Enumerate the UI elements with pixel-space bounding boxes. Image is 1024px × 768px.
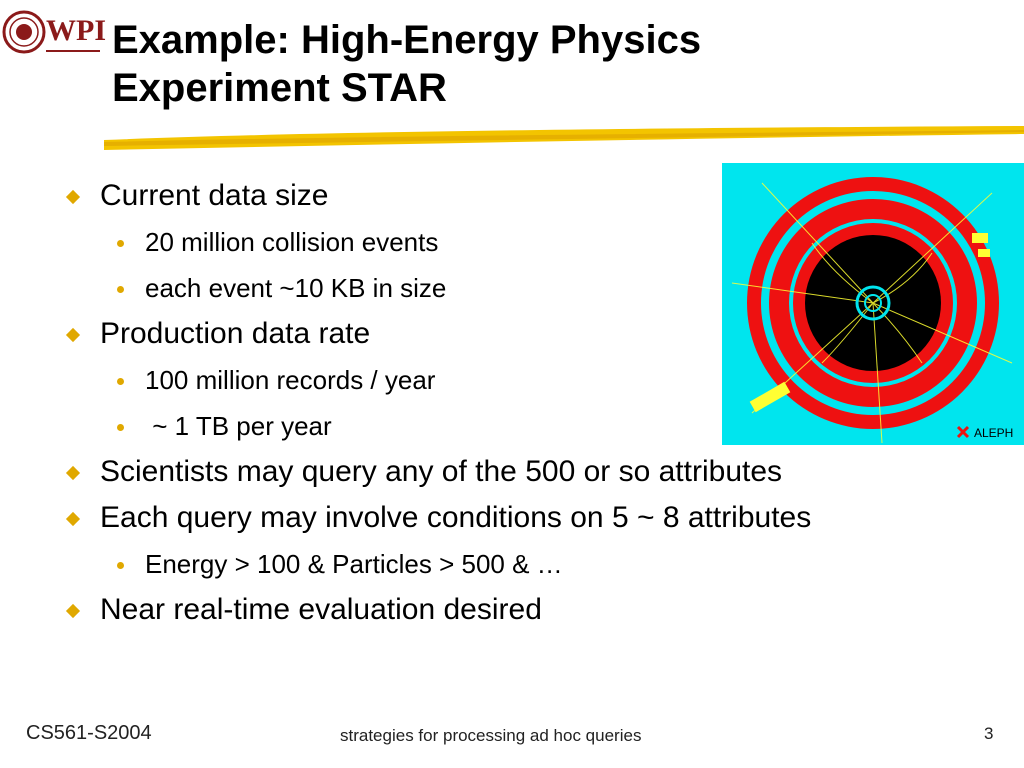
footer-subtitle: strategies for processing ad hoc queries [340,726,642,745]
diamond-bullet-icon [65,327,81,343]
bullet-list: Current data size 20 million collision e… [60,176,960,636]
page-number: 3 [984,724,994,743]
diamond-bullet-icon [65,511,81,527]
bullet-item: Production data rate [60,314,960,354]
title-line-2: Experiment STAR [112,66,447,110]
aleph-logo-icon [956,425,970,439]
bullet-text: Near real-time evaluation desired [100,593,542,626]
bullet-item: Scientists may query any of the 500 or s… [60,452,960,492]
sub-bullet-item: ~ 1 TB per year [60,406,960,446]
bullet-item: Near real-time evaluation desired [60,590,960,630]
sub-bullet-text: ~ 1 TB per year [145,411,332,441]
title-underline-swoosh [104,126,1024,150]
dot-bullet-icon [117,286,124,293]
sub-bullet-item: Energy > 100 & Particles > 500 & … [60,544,960,584]
wpi-seal-icon [2,10,46,54]
sub-bullet-item: 100 million records / year [60,360,960,400]
sub-bullet-text: 100 million records / year [145,365,436,395]
dot-bullet-icon [117,424,124,431]
footer-course: CS561-S2004 [26,722,152,744]
bullet-text: Production data rate [100,317,371,350]
diamond-bullet-icon [65,189,81,205]
sub-bullet-text: 20 million collision events [145,227,439,257]
dot-bullet-icon [117,240,124,247]
title-line-1: Example: High-Energy Physics [112,18,702,62]
bullet-text: Current data size [100,179,329,212]
slide-title: Example: High-Energy Physics Experiment … [112,16,1012,112]
aleph-event-display-image: ALEPH [722,163,1024,445]
dot-bullet-icon [117,378,124,385]
bullet-text: Each query may involve conditions on 5 ~… [100,501,812,534]
sub-bullet-item: 20 million collision events [60,222,960,262]
dot-bullet-icon [117,562,124,569]
diamond-bullet-icon [65,465,81,481]
sub-bullet-item: each event ~10 KB in size [60,268,960,308]
logo-rule [46,50,100,52]
sub-bullet-text: Energy > 100 & Particles > 500 & … [145,549,563,579]
wpi-logo: WPI [2,8,106,56]
diamond-bullet-icon [65,603,81,619]
bullet-item: Current data size [60,176,960,216]
sub-bullet-text: each event ~10 KB in size [145,273,447,303]
aleph-label: ALEPH [974,426,1013,440]
bullet-text: Scientists may query any of the 500 or s… [100,455,783,488]
logo-text: WPI [46,14,106,47]
bullet-item: Each query may involve conditions on 5 ~… [60,498,960,538]
